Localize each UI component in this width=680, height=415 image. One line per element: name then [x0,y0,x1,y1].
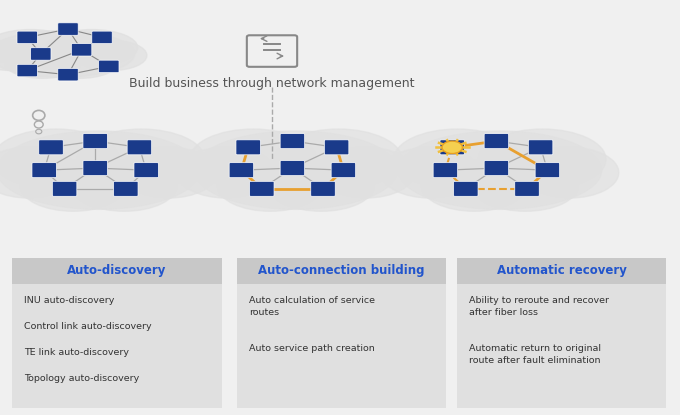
Ellipse shape [5,48,81,78]
FancyBboxPatch shape [83,161,107,176]
Ellipse shape [46,29,137,66]
FancyBboxPatch shape [528,140,553,155]
Ellipse shape [194,131,398,209]
Ellipse shape [0,129,120,190]
Ellipse shape [520,147,619,198]
FancyBboxPatch shape [454,181,478,196]
Ellipse shape [76,40,147,71]
Text: TE link auto-discovery: TE link auto-discovery [24,348,129,357]
FancyBboxPatch shape [12,258,222,284]
Ellipse shape [20,160,126,211]
FancyBboxPatch shape [280,134,305,149]
Ellipse shape [218,160,323,211]
FancyBboxPatch shape [433,163,458,178]
Ellipse shape [177,147,275,198]
Text: Automatic recovery: Automatic recovery [497,264,626,278]
Text: Automatic return to original
route after fault elimination: Automatic return to original route after… [469,344,601,365]
Ellipse shape [78,129,205,190]
FancyBboxPatch shape [52,181,77,196]
Ellipse shape [479,129,606,190]
Ellipse shape [71,160,177,211]
FancyBboxPatch shape [71,44,92,56]
Ellipse shape [0,147,78,198]
FancyBboxPatch shape [83,134,107,149]
FancyBboxPatch shape [515,181,539,196]
FancyBboxPatch shape [280,161,305,176]
Text: Ability to reroute and recover
after fiber loss: Ability to reroute and recover after fib… [469,296,609,317]
FancyBboxPatch shape [92,31,112,44]
Ellipse shape [473,160,578,211]
Ellipse shape [422,160,527,211]
FancyBboxPatch shape [31,48,51,60]
Ellipse shape [398,131,602,209]
Circle shape [442,141,462,154]
FancyBboxPatch shape [229,163,254,178]
FancyBboxPatch shape [134,163,158,178]
FancyBboxPatch shape [311,181,335,196]
Text: Control link auto-discovery: Control link auto-discovery [24,322,152,331]
FancyBboxPatch shape [127,140,152,155]
Ellipse shape [275,129,402,190]
Ellipse shape [0,29,76,66]
FancyBboxPatch shape [457,258,666,284]
FancyBboxPatch shape [484,134,509,149]
FancyBboxPatch shape [39,140,63,155]
Ellipse shape [381,147,479,198]
Ellipse shape [190,129,317,190]
FancyBboxPatch shape [17,64,37,77]
Ellipse shape [0,31,135,77]
FancyBboxPatch shape [331,163,356,178]
Ellipse shape [269,160,374,211]
Ellipse shape [119,147,218,198]
Text: Auto calculation of service
routes: Auto calculation of service routes [249,296,375,317]
FancyBboxPatch shape [237,284,446,408]
FancyBboxPatch shape [535,163,560,178]
Text: Auto-connection building: Auto-connection building [258,264,424,278]
FancyBboxPatch shape [324,140,349,155]
FancyBboxPatch shape [99,60,119,73]
FancyBboxPatch shape [12,284,222,408]
FancyBboxPatch shape [17,31,37,44]
Text: Auto-discovery: Auto-discovery [67,264,167,278]
FancyBboxPatch shape [58,68,78,81]
Ellipse shape [41,48,118,78]
FancyBboxPatch shape [247,35,297,67]
FancyBboxPatch shape [237,258,446,284]
FancyBboxPatch shape [440,140,464,155]
FancyBboxPatch shape [236,140,260,155]
FancyBboxPatch shape [58,23,78,35]
Text: INU auto-discovery: INU auto-discovery [24,296,115,305]
Ellipse shape [0,40,46,71]
Ellipse shape [394,129,521,190]
Text: Auto service path creation: Auto service path creation [249,344,375,353]
FancyBboxPatch shape [457,284,666,408]
FancyBboxPatch shape [250,181,274,196]
Ellipse shape [316,147,415,198]
FancyBboxPatch shape [484,161,509,176]
Ellipse shape [0,131,201,209]
Text: Build business through network management: Build business through network managemen… [129,76,415,90]
FancyBboxPatch shape [114,181,138,196]
FancyBboxPatch shape [32,163,56,178]
Text: Topology auto-discovery: Topology auto-discovery [24,374,139,383]
